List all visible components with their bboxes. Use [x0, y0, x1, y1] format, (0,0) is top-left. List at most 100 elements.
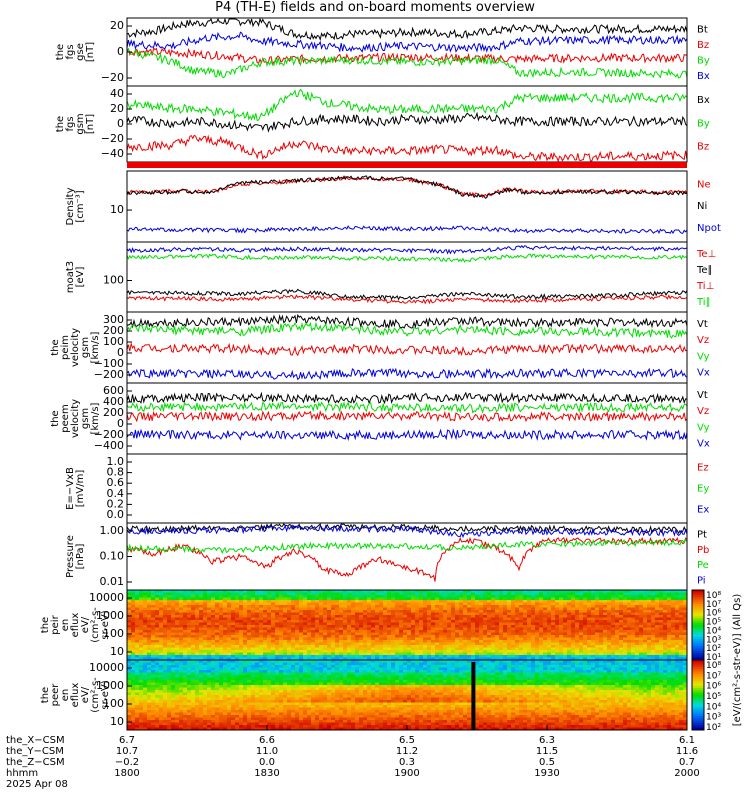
- spectrogram-cell: [523, 672, 528, 676]
- spectrogram-cell: [311, 622, 316, 626]
- spectrogram-cell: [211, 625, 216, 628]
- spectrogram-cell: [615, 602, 620, 606]
- spectrogram-cell: [371, 645, 376, 648]
- spectrogram-cell: [275, 657, 280, 661]
- spectrogram-cell: [423, 645, 428, 648]
- spectrogram-cell: [183, 630, 188, 633]
- spectrogram-cell: [219, 620, 224, 623]
- spectrogram-cell: [167, 667, 172, 671]
- spectrogram-cell: [651, 660, 656, 663]
- spectrogram-cell: [295, 660, 300, 663]
- spectrogram-cell: [211, 647, 216, 651]
- spectrogram-cell: [159, 602, 164, 606]
- spectrogram-cell: [415, 620, 420, 623]
- spectrogram-cell: [495, 642, 500, 646]
- spectrogram-cell: [251, 667, 256, 671]
- spectrogram-cell: [651, 610, 656, 613]
- spectrogram-cell: [295, 637, 300, 641]
- spectrogram-cell: [315, 645, 320, 648]
- spectrogram-cell: [135, 657, 140, 661]
- spectrogram-cell: [455, 605, 460, 608]
- spectrogram-cell: [371, 620, 376, 623]
- spectrogram-cell: [555, 615, 560, 618]
- spectrogram-cell: [667, 665, 672, 668]
- spectrogram-cell: [383, 590, 388, 593]
- spectrogram-cell: [515, 637, 520, 641]
- spectrogram-cell: [271, 597, 276, 601]
- spectrogram-cell: [247, 660, 252, 663]
- spectrogram-cell: [307, 620, 312, 623]
- spectrogram-cell: [599, 615, 604, 618]
- spectrogram-cell: [195, 592, 200, 596]
- spectrogram-cell: [147, 637, 152, 641]
- spectrogram-cell: [635, 670, 640, 673]
- spectrogram-cell: [511, 592, 516, 596]
- spectrogram-cell: [367, 597, 372, 601]
- spectrogram-cell: [663, 640, 668, 643]
- spectrogram-cell: [619, 642, 624, 646]
- spectrogram-cell: [339, 622, 344, 626]
- spectrogram-cell: [371, 635, 376, 638]
- spectrogram-cell: [607, 670, 612, 673]
- spectrogram-cell: [543, 627, 548, 631]
- spectrogram-cell: [563, 645, 568, 648]
- spectrogram-cell: [599, 657, 604, 661]
- spectrogram-cell: [151, 647, 156, 651]
- spectrogram-cell: [583, 622, 588, 626]
- spectrogram-cell: [415, 667, 420, 671]
- spectrogram-cell: [435, 655, 440, 658]
- spectrogram-cell: [343, 607, 348, 611]
- spectrogram-cell: [535, 610, 540, 613]
- spectrogram-cell: [335, 600, 340, 603]
- spectrogram-cell: [271, 665, 276, 668]
- spectrogram-cell: [155, 650, 160, 653]
- spectrogram-cell: [515, 627, 520, 631]
- spectrogram-cell: [467, 660, 472, 663]
- spectrogram-cell: [367, 612, 372, 616]
- spectrogram-cell: [651, 640, 656, 643]
- spectrogram-cell: [663, 600, 668, 603]
- spectrogram-cell: [163, 590, 168, 593]
- spectrogram-cell: [167, 657, 172, 661]
- spectrogram-cell: [203, 635, 208, 638]
- spectrogram-cell: [391, 617, 396, 621]
- spectrogram-cell: [175, 672, 180, 676]
- spectrogram-cell: [355, 622, 360, 626]
- spectrogram-cell: [419, 602, 424, 606]
- spectrogram-cell: [143, 595, 148, 598]
- spectrogram-cell: [659, 597, 664, 601]
- spectrogram-cell: [367, 665, 372, 668]
- spectrogram-cell: [311, 665, 316, 668]
- spectrogram-cell: [151, 642, 156, 646]
- spectrogram-cell: [423, 642, 428, 646]
- spectrogram-cell: [251, 650, 256, 653]
- spectrogram-cell: [587, 622, 592, 626]
- spectrogram-cell: [219, 660, 224, 663]
- spectrogram-cell: [379, 607, 384, 611]
- spectrogram-cell: [435, 600, 440, 603]
- spectrogram-cell: [311, 655, 316, 658]
- spectrogram-cell: [539, 602, 544, 606]
- spectrogram-cell: [223, 660, 228, 663]
- spectrogram-cell: [651, 597, 656, 601]
- spectrogram-cell: [279, 657, 284, 661]
- spectrogram-cell: [651, 670, 656, 673]
- spectrogram-cell: [655, 645, 660, 648]
- spectrogram-cell: [535, 665, 540, 668]
- spectrogram-cell: [427, 667, 432, 671]
- spectrogram-cell: [527, 590, 532, 593]
- spectrogram-cell: [327, 620, 332, 623]
- spectrogram-cell: [291, 647, 296, 651]
- spectrogram-cell: [527, 600, 532, 603]
- spectrogram-cell: [651, 667, 656, 671]
- spectrogram-cell: [555, 605, 560, 608]
- spectrogram-cell: [167, 637, 172, 641]
- spectrogram-cell: [191, 662, 196, 666]
- spectrogram-cell: [535, 642, 540, 646]
- spectrogram-cell: [199, 627, 204, 631]
- spectrogram-cell: [211, 637, 216, 641]
- spectrogram-cell: [279, 597, 284, 601]
- spectrogram-cell: [603, 605, 608, 608]
- spectrogram-cell: [643, 647, 648, 651]
- spectrogram-cell: [231, 625, 236, 628]
